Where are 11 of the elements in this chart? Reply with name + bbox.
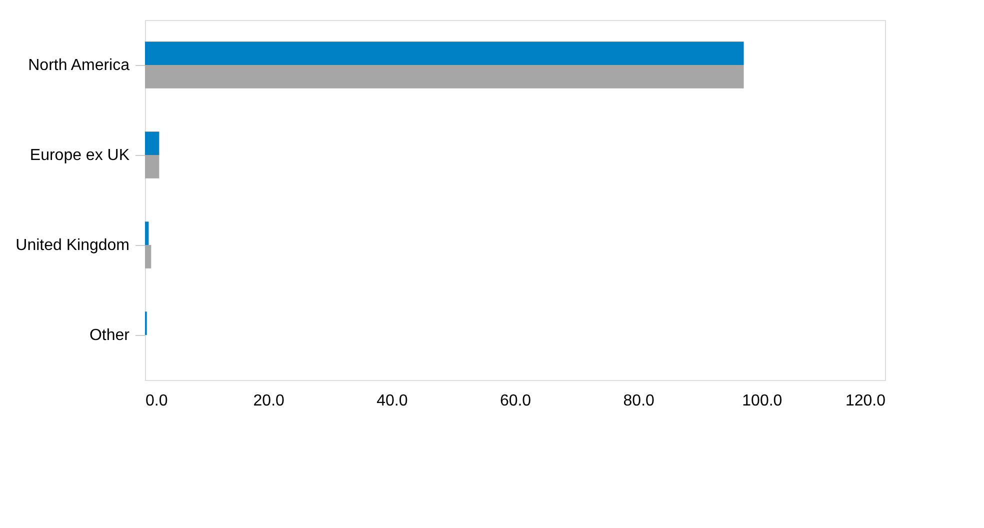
y-tick-label: Europe ex UK (30, 147, 130, 164)
x-tick-label: 40.0 (376, 392, 408, 410)
x-tick-label: 80.0 (623, 392, 655, 410)
y-tick-label: North America (28, 57, 130, 74)
y-tick-label: United Kingdom (16, 237, 130, 254)
x-tick-label: 20.0 (253, 392, 285, 410)
x-tick-label: 100.0 (742, 392, 782, 410)
y-tick-label: Other (89, 327, 130, 344)
x-tick-label: 120.0 (845, 392, 886, 410)
x-tick-label: 60.0 (500, 392, 532, 410)
x-tick-label: 0.0 (146, 392, 168, 410)
